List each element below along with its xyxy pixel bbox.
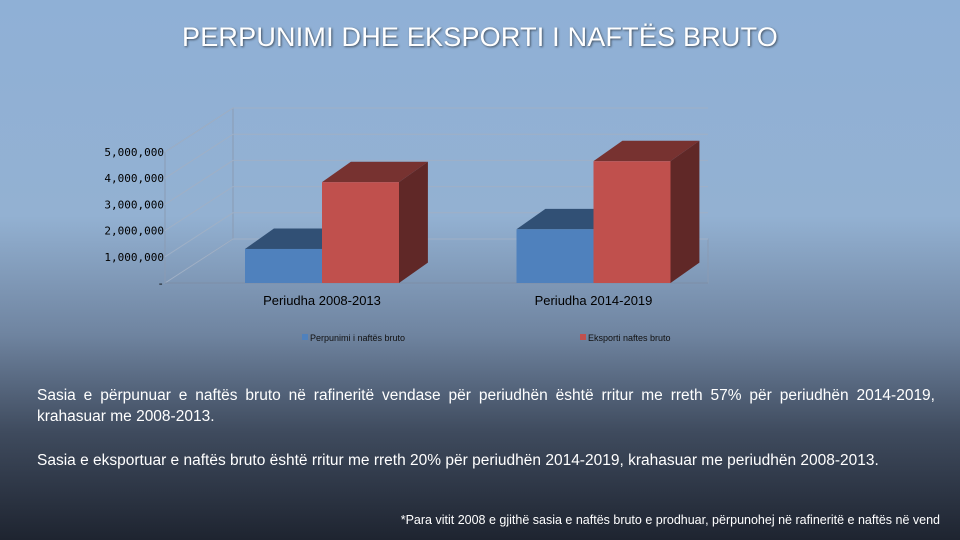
- x-tick-label: Periudha 2014-2019: [535, 293, 653, 308]
- gridline: [164, 186, 708, 232]
- bar-top: [593, 140, 700, 162]
- bar-side: [670, 140, 700, 283]
- legend-swatch: [302, 334, 308, 340]
- gridline: [164, 159, 708, 205]
- gridline: [164, 133, 708, 179]
- y-tick-label: 4,000,000: [104, 172, 164, 185]
- bar: [322, 182, 399, 283]
- y-tick-label: 3,000,000: [104, 198, 164, 211]
- y-tick-label: 2,000,000: [104, 225, 164, 238]
- y-tick-label: 1,000,000: [104, 251, 164, 264]
- bar: [593, 161, 671, 283]
- x-tick-label: Periudha 2008-2013: [263, 293, 381, 308]
- bar-chart-3d: - 1,000,000 2,000,000 3,000,000 4,000,000 5,0…: [104, 107, 709, 343]
- bar: [516, 229, 594, 283]
- y-tick-label: -: [157, 277, 164, 290]
- paragraph-processing: Sasia e përpunuar e naftës bruto në rafi…: [37, 387, 935, 425]
- paragraph-export: Sasia e eksportuar e naftës bruto është …: [37, 452, 879, 469]
- legend-label: Eksporti naftes bruto: [588, 333, 671, 343]
- y-tick-label: 5,000,000: [104, 146, 164, 159]
- footnote: *Para vitit 2008 e gjithë sasia e naftës…: [400, 513, 940, 527]
- chart-side-wall: [164, 107, 234, 284]
- slide-title: PERPUNIMI DHE EKSPORTI I NAFTËS BRUTO: [182, 22, 778, 52]
- bar-side: [399, 161, 428, 283]
- gridline: [164, 107, 708, 153]
- bar-top: [322, 161, 428, 183]
- legend-swatch: [580, 334, 586, 340]
- legend-label: Perpunimi i naftës bruto: [310, 333, 405, 343]
- bar: [245, 248, 322, 283]
